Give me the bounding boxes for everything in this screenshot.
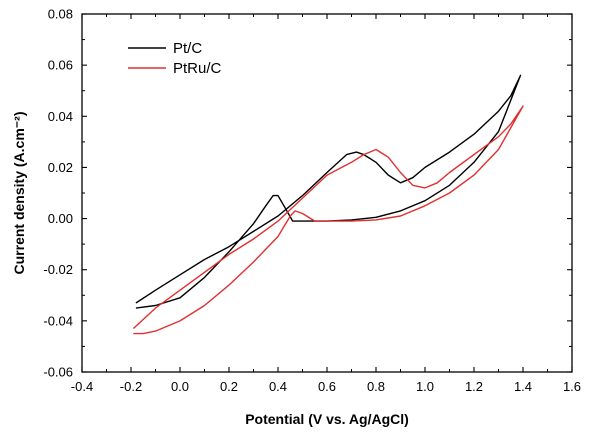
x-tick-label: -0.4 [71, 379, 93, 394]
x-tick-label: 1.6 [563, 379, 581, 394]
y-tick-label: 0.06 [48, 58, 73, 73]
x-tick-label: 0.6 [318, 379, 336, 394]
legend-label-pt-c: Pt/C [173, 40, 202, 57]
tick-group [81, 13, 573, 373]
tick-label-group: -0.4 -0.2 0.0 0.2 0.4 0.6 0.8 1.0 1.2 1.4 1.6 -0.06… [43, 7, 581, 395]
x-tick-label: 1.4 [514, 379, 532, 394]
x-tick-label: -0.2 [120, 379, 142, 394]
y-tick-label: 0.00 [48, 211, 73, 226]
legend-label-ptru-c: PtRu/C [173, 60, 222, 77]
x-axis-title: Potential (V vs. Ag/AgCl) [245, 411, 409, 427]
y-axis-title: Current density (A.cm⁻²) [11, 112, 27, 275]
x-tick-label: 0.8 [367, 379, 385, 394]
y-tick-label: -0.06 [43, 365, 73, 380]
y-tick-label: 0.04 [48, 109, 73, 124]
y-tick-label: 0.08 [48, 7, 73, 22]
x-tick-label: 0.0 [171, 379, 189, 394]
x-tick-label: 0.2 [220, 379, 238, 394]
y-tick-label: -0.04 [43, 313, 73, 328]
series-line-pt-c [135, 74, 522, 309]
x-tick-label: 1.0 [416, 379, 434, 394]
series-group [132, 74, 524, 335]
y-tick-label: 0.02 [48, 160, 73, 175]
x-tick-label: 0.4 [269, 379, 287, 394]
y-tick-label: -0.02 [43, 262, 73, 277]
x-tick-label: 1.2 [465, 379, 483, 394]
legend: Pt/C PtRu/C [128, 40, 222, 77]
series-line-ptru-c [132, 105, 524, 335]
